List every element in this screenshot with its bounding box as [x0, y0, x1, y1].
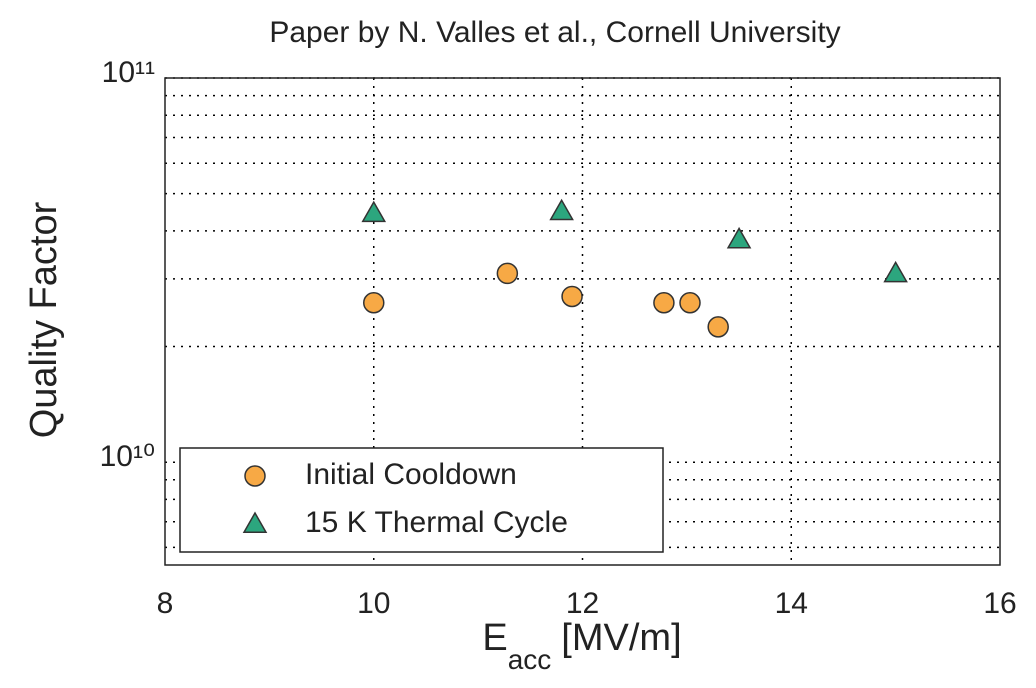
data-point [363, 292, 385, 314]
data-point [883, 260, 908, 283]
x-tick-label: 8 [157, 587, 174, 620]
data-point [549, 198, 574, 221]
x-label-subscript: acc [508, 644, 552, 675]
legend-box [179, 447, 664, 553]
x-axis-label: Eacc [MV/m] [482, 617, 681, 675]
legend-marker [242, 511, 268, 533]
x-label-main: E [482, 617, 507, 659]
x-tick-label: 16 [983, 587, 1016, 620]
y-tick-label: 10¹¹ [102, 56, 155, 89]
data-point [496, 262, 519, 285]
data-point [653, 292, 675, 314]
data-point [707, 316, 729, 338]
x-tick-label: 12 [566, 587, 599, 620]
data-point [561, 285, 583, 308]
chart-title: Paper by N. Valles et al., Cornell Unive… [269, 16, 840, 49]
x-tick-label: 10 [357, 587, 390, 620]
x-label-unit: [MV/m] [561, 617, 681, 659]
data-point [679, 292, 701, 314]
plot-frame [164, 77, 1001, 566]
legend-label: Initial Cooldown [305, 458, 517, 491]
y-axis-label: Quality Factor [23, 201, 65, 438]
data-point [726, 226, 752, 249]
legend-marker [244, 465, 266, 487]
data-point [361, 200, 387, 223]
x-tick-label: 14 [775, 587, 808, 620]
legend-label: 15 K Thermal Cycle [305, 506, 568, 539]
y-tick-label: 10¹⁰ [100, 440, 155, 473]
